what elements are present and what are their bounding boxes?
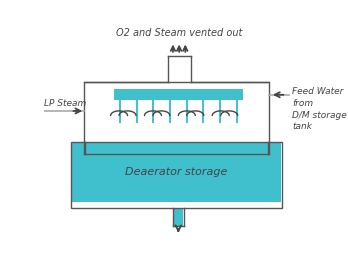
Text: LP Steam: LP Steam — [44, 99, 87, 108]
Polygon shape — [174, 208, 183, 226]
Polygon shape — [72, 143, 281, 202]
Text: O2 and Steam vented out: O2 and Steam vented out — [116, 28, 242, 38]
Text: Feed Water
from
D/M storage
tank: Feed Water from D/M storage tank — [292, 87, 347, 131]
Polygon shape — [114, 89, 243, 100]
Text: Deaerator storage: Deaerator storage — [125, 167, 228, 177]
